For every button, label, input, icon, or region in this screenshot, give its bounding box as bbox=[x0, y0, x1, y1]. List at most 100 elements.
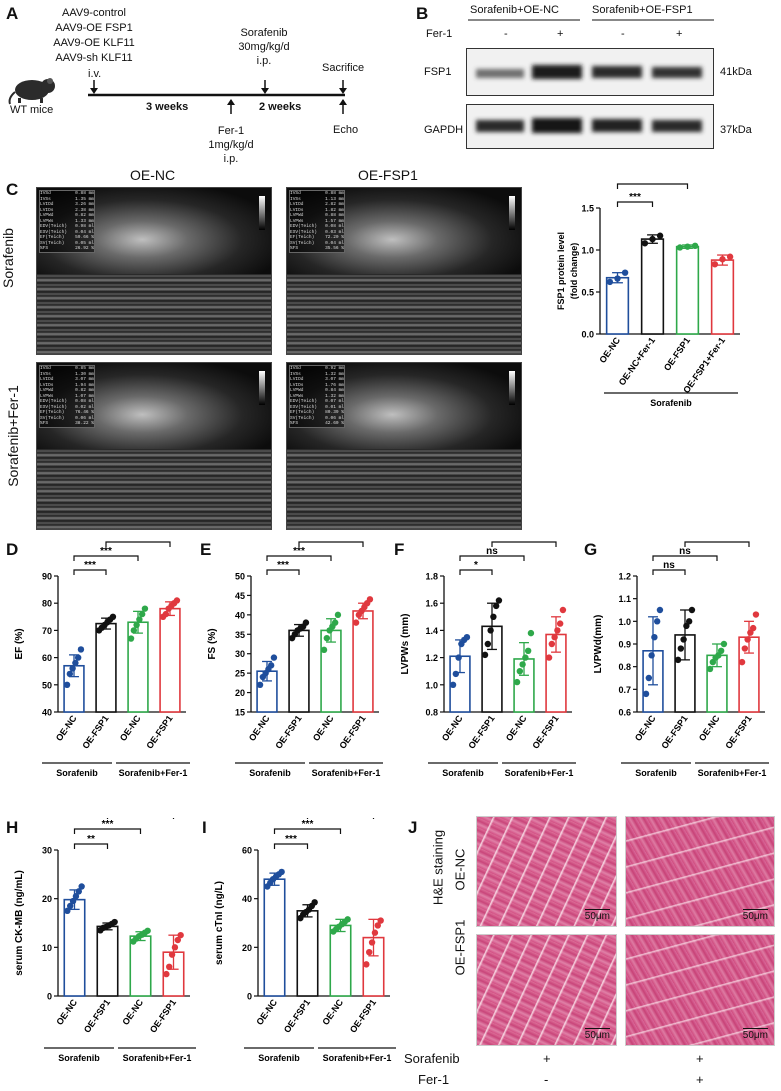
bar bbox=[675, 245, 700, 335]
fer-dose: Fer-1 1mg/kg/d i.p. bbox=[196, 124, 266, 166]
echo-stat-row: SV(Teich) 0.04 ml bbox=[290, 241, 344, 247]
significance-label: *** bbox=[293, 546, 305, 557]
group-label: Sorafenib+Fer-1 bbox=[119, 768, 188, 778]
significance-label: *** bbox=[302, 819, 314, 830]
period-1: 3 weeks bbox=[146, 101, 189, 113]
y-tick-label: 20 bbox=[42, 894, 52, 904]
significance-label: ns bbox=[486, 546, 498, 557]
data-point bbox=[366, 596, 374, 603]
data-point bbox=[490, 613, 497, 620]
significance-bracket bbox=[652, 555, 718, 561]
echo-stat-label: EF(Teich) bbox=[40, 410, 65, 415]
data-point bbox=[64, 907, 71, 915]
blot-group-2: Sorafenib+OE-FSP1 bbox=[592, 4, 693, 16]
data-point bbox=[645, 674, 653, 682]
x-tick-label: OE-NC bbox=[440, 713, 465, 743]
echo-stat-value: 0.92 mm bbox=[325, 366, 344, 371]
data-point bbox=[320, 646, 328, 654]
echo-stat-label: IVSs bbox=[40, 196, 51, 202]
x-tick-label: OE-FSP1 bbox=[82, 997, 112, 1034]
x-tick-label-group: OE-FSP1 bbox=[337, 713, 367, 750]
data-point bbox=[166, 963, 173, 970]
echo-stat-label: ESV(Teich) bbox=[290, 404, 318, 410]
echo-stat-row: IVSd 0.88 mm bbox=[290, 191, 344, 197]
echo-stat-value: 0.01 ml bbox=[325, 404, 344, 410]
echo-stat-value: 0.04 ml bbox=[75, 229, 94, 235]
x-tick-label-group: OE-FSP1 bbox=[659, 713, 689, 750]
echo-stat-row: ESV(Teich) 0.01 ml bbox=[290, 405, 344, 411]
x-tick-label: OE-FSP1 bbox=[659, 713, 689, 750]
significance-label: *** bbox=[100, 546, 112, 557]
group-label: Sorafenib bbox=[56, 768, 98, 778]
data-point bbox=[177, 931, 184, 939]
data-point bbox=[744, 636, 751, 643]
data-point bbox=[136, 616, 143, 623]
y-label: FS (%) bbox=[207, 628, 218, 659]
y-tick-label: 40 bbox=[242, 894, 252, 904]
group-label: Sorafenib bbox=[249, 768, 291, 778]
echo-stat-value: 35.56 % bbox=[325, 246, 344, 251]
y-tick-label: 20 bbox=[242, 943, 252, 953]
data-point bbox=[455, 654, 462, 661]
significance-label: ns bbox=[518, 540, 530, 543]
significance-bracket bbox=[306, 818, 375, 819]
data-point bbox=[554, 627, 561, 634]
echo-stat-row: IVSd 0.85 mm bbox=[40, 366, 94, 372]
y-axis-label: EF (%) bbox=[14, 628, 25, 659]
significance-bracket bbox=[73, 555, 139, 561]
data-point bbox=[691, 242, 699, 249]
band-label-fsp1: FSP1 bbox=[424, 66, 452, 78]
bar bbox=[129, 935, 152, 997]
echo-stat-label: LVIDs bbox=[40, 207, 54, 213]
echo-stat-value: 0.08 ml bbox=[75, 399, 94, 404]
data-point bbox=[749, 624, 757, 632]
data-point bbox=[374, 922, 381, 929]
significance-bracket bbox=[491, 541, 557, 547]
echo-stat-row: IVSs 1.13 mm bbox=[290, 197, 344, 203]
echo-stat-value: 0.82 mm bbox=[75, 213, 94, 218]
significance-label: ns bbox=[132, 540, 144, 543]
echo-stat-value: 1.82 mm bbox=[325, 207, 344, 213]
data-point bbox=[551, 634, 558, 641]
data-point bbox=[256, 681, 264, 688]
echo-stat-label: EF(Teich) bbox=[290, 235, 315, 240]
echo-stat-row: LVPWd 0.84 mm bbox=[290, 388, 344, 394]
bar bbox=[710, 259, 735, 335]
y-label: serum CK-MB (ng/mL) bbox=[14, 870, 25, 976]
significance-bracket bbox=[459, 555, 525, 561]
scalebar-4: 50μm bbox=[742, 1028, 769, 1041]
significance-label: *** bbox=[647, 180, 659, 185]
echo-stat-label: SV(Teich) bbox=[290, 240, 315, 246]
echo-stat-value: 2.82 mm bbox=[325, 202, 344, 207]
data-point bbox=[449, 681, 457, 688]
bar bbox=[296, 910, 319, 997]
significance-bracket bbox=[106, 818, 175, 819]
bar bbox=[159, 607, 181, 713]
y-tick-label: 90 bbox=[42, 572, 52, 582]
data-point bbox=[752, 611, 760, 618]
y-tick-label: 60 bbox=[42, 653, 52, 663]
echo-stat-label: ESV(Teich) bbox=[40, 229, 68, 235]
data-point bbox=[680, 636, 687, 643]
x-tick-label: OE-NC bbox=[120, 997, 145, 1027]
significance-label: * bbox=[474, 560, 478, 571]
significance-bracket bbox=[298, 541, 364, 547]
echo-stat-label: LVIDd bbox=[40, 377, 54, 382]
echo-stat-label: LVPWs bbox=[40, 218, 54, 224]
echo-stat-row: EDV(Teich) 0.08 ml bbox=[290, 224, 344, 230]
y-label-line-2: (fold change) bbox=[569, 243, 579, 300]
data-point bbox=[109, 613, 117, 620]
echo-stat-value: 0.98 ml bbox=[75, 224, 94, 229]
x-tick-label-group: OE-NC bbox=[597, 335, 622, 365]
gapdh-band-1 bbox=[476, 120, 524, 132]
data-point bbox=[75, 888, 82, 895]
group-label: Sorafenib bbox=[442, 768, 484, 778]
x-tick-label: OE-NC bbox=[118, 713, 143, 743]
echo-stat-label: LVIDd bbox=[290, 377, 304, 382]
data-point bbox=[67, 902, 74, 910]
j-fer-sign-1: - bbox=[544, 1072, 549, 1087]
y-tick-label: 70 bbox=[42, 626, 52, 636]
data-point bbox=[685, 618, 693, 625]
y-axis-label: FSP1 protein level (fold change) bbox=[556, 232, 579, 310]
